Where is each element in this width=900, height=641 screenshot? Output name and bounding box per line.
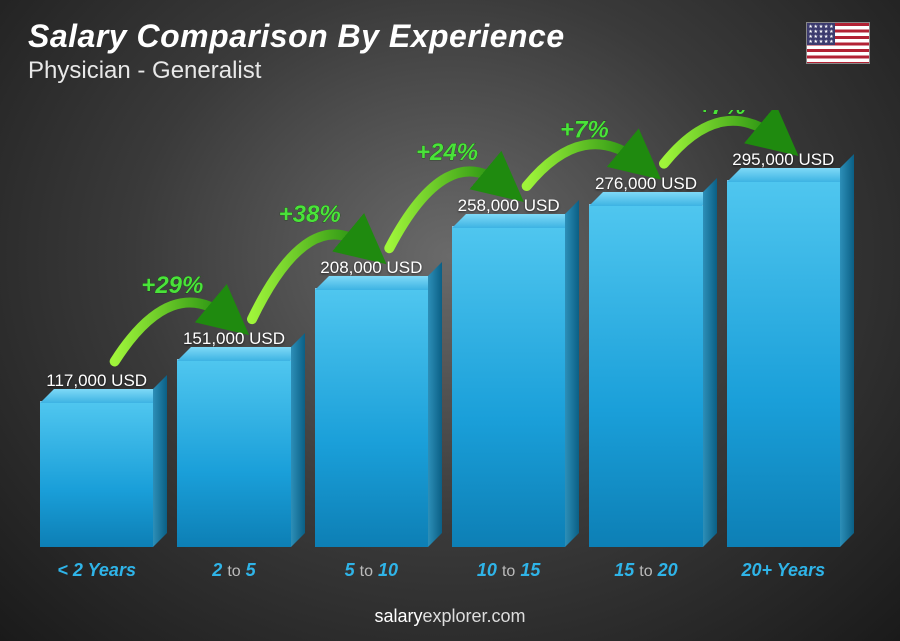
bar bbox=[315, 288, 428, 547]
bar-col-5: 295,000 USD bbox=[727, 150, 840, 547]
x-label: 5 to 10 bbox=[315, 560, 428, 581]
bar-value-label: 295,000 USD bbox=[732, 150, 834, 170]
footer-brand-rest: explorer bbox=[422, 606, 486, 626]
bar bbox=[40, 401, 153, 547]
x-label: 15 to 20 bbox=[589, 560, 702, 581]
page-subtitle: Physician - Generalist bbox=[28, 57, 565, 85]
flag-canton: ★★★★★★★★★★★★★★★★★★★★ bbox=[807, 23, 835, 45]
bar-col-0: 117,000 USD bbox=[40, 371, 153, 547]
flag-icon: ★★★★★★★★★★★★★★★★★★★★ bbox=[806, 22, 870, 64]
page-title: Salary Comparison By Experience bbox=[28, 18, 565, 55]
bars-container: 117,000 USD151,000 USD208,000 USD258,000… bbox=[30, 110, 850, 547]
footer: salaryexplorer.com bbox=[0, 606, 900, 627]
x-label: < 2 Years bbox=[40, 560, 153, 581]
bar-col-2: 208,000 USD bbox=[315, 258, 428, 547]
x-axis-labels: < 2 Years 2 to 5 5 to 10 10 to 15 15 to 20 20… bbox=[30, 560, 850, 581]
x-label: 10 to 15 bbox=[452, 560, 565, 581]
salary-chart: +29%+38%+24%+7%+7% 117,000 USD151,000 US… bbox=[30, 110, 850, 581]
bar bbox=[727, 180, 840, 547]
footer-tld: .com bbox=[487, 606, 526, 626]
bar bbox=[589, 204, 702, 547]
footer-brand-highlight: salary bbox=[374, 606, 422, 626]
bar-value-label: 276,000 USD bbox=[595, 174, 697, 194]
bar bbox=[452, 226, 565, 547]
bar-col-1: 151,000 USD bbox=[177, 329, 290, 547]
bar-col-3: 258,000 USD bbox=[452, 196, 565, 547]
bar-col-4: 276,000 USD bbox=[589, 174, 702, 547]
x-label: 2 to 5 bbox=[177, 560, 290, 581]
x-label: 20+ Years bbox=[727, 560, 840, 581]
bar bbox=[177, 359, 290, 547]
header: Salary Comparison By Experience Physicia… bbox=[28, 18, 565, 85]
